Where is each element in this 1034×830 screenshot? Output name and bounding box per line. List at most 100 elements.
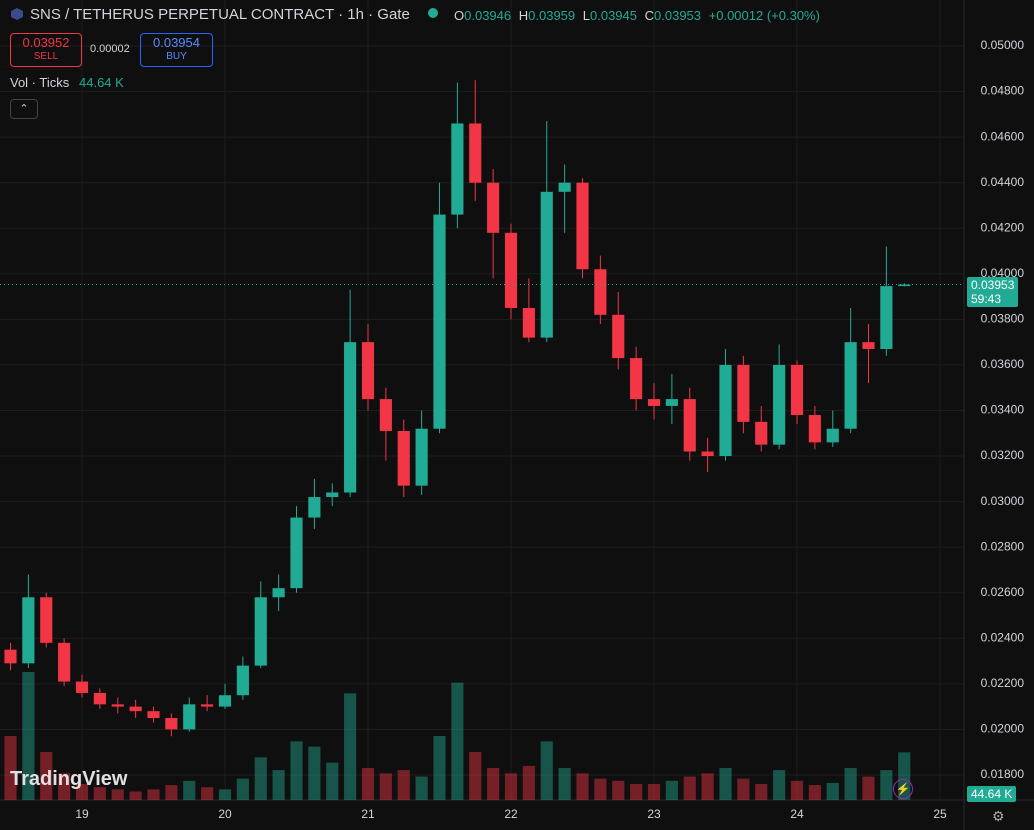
- candle-body: [612, 314, 625, 359]
- volume-bar: [522, 765, 535, 800]
- candle-body: [111, 704, 124, 707]
- candle-body: [344, 342, 357, 493]
- ohlc-key: L: [582, 8, 590, 23]
- volume-bar: [236, 778, 249, 800]
- symbol-logo: [10, 6, 24, 23]
- volume-bar: [451, 682, 464, 800]
- status-dot: [428, 8, 438, 18]
- volume-bar: [504, 773, 518, 800]
- ohlc-value: 0.03946: [464, 8, 512, 23]
- y-tick-label: 0.03400: [981, 403, 1025, 417]
- candle-body: [4, 649, 17, 664]
- candle-body: [647, 399, 661, 406]
- x-tick-label: 22: [504, 807, 518, 821]
- candle-body: [808, 415, 821, 443]
- candle-body: [469, 123, 482, 183]
- candle-body: [522, 307, 535, 338]
- y-tick-label: 0.05000: [981, 38, 1025, 52]
- y-tick-label: 0.02200: [981, 676, 1025, 690]
- volume-legend-value: 44.64 K: [79, 75, 124, 90]
- collapse-button[interactable]: ⌃: [10, 99, 38, 119]
- candle-body: [737, 364, 750, 422]
- volume-bar: [665, 780, 678, 800]
- volume-bar: [630, 784, 643, 800]
- symbol-title[interactable]: SNS / TETHERUS PERPETUAL CONTRACT · 1h ·…: [30, 6, 410, 23]
- volume-bar: [844, 768, 857, 800]
- candle-body: [272, 588, 285, 598]
- countdown: 59:43: [971, 291, 1002, 306]
- flash-icon[interactable]: ⚡: [893, 779, 913, 799]
- volume-bar: [218, 789, 232, 800]
- volume-bar: [683, 776, 696, 800]
- volume-bar: [790, 780, 804, 800]
- price-tag-value: 0.03953: [971, 277, 1015, 292]
- volume-bar: [880, 770, 893, 800]
- candle-body: [290, 517, 303, 589]
- volume-bar: [111, 789, 124, 800]
- candle-body: [880, 286, 893, 349]
- buy-label: BUY: [166, 51, 187, 62]
- volume-bar: [58, 773, 71, 800]
- volume-bar: [612, 780, 625, 800]
- volume-legend-title: Vol · Ticks: [10, 75, 70, 90]
- volume-bar: [826, 782, 839, 800]
- volume-bar: [415, 776, 428, 800]
- volume-bar: [719, 768, 732, 800]
- candle-body: [147, 711, 160, 719]
- ohlc-value: 0.03959: [528, 8, 576, 23]
- volume-bar: [808, 785, 821, 800]
- candle-body: [594, 269, 607, 315]
- sell-button[interactable]: 0.03952 SELL: [10, 33, 82, 67]
- price-tag: 0.03953 59:43: [967, 276, 1019, 307]
- candle-body: [826, 428, 839, 443]
- y-tick-label: 0.04200: [981, 220, 1025, 234]
- volume-bar: [361, 768, 375, 800]
- y-tick-label: 0.03200: [981, 448, 1025, 462]
- buy-button[interactable]: 0.03954 BUY: [140, 33, 213, 67]
- candle-body: [433, 214, 446, 429]
- x-tick-label: 24: [790, 807, 804, 821]
- volume-bar: [308, 746, 321, 800]
- volume-bar: [326, 762, 339, 800]
- candle-body: [326, 492, 339, 498]
- volume-tag: 44.64 K: [967, 786, 1017, 802]
- candle-body: [898, 284, 911, 287]
- candle-body: [58, 642, 71, 682]
- volume-bar: [4, 736, 17, 800]
- y-tick-label: 0.04000: [981, 266, 1025, 280]
- y-tick-label: 0.03000: [981, 494, 1025, 508]
- volume-bar: [290, 741, 303, 800]
- y-tick-label: 0.01800: [981, 767, 1025, 781]
- candle-body: [129, 706, 142, 712]
- candle-body: [415, 428, 428, 486]
- volume-bar: [540, 741, 553, 800]
- axis-panel: [964, 0, 1034, 830]
- volume-bar: [254, 757, 267, 800]
- ohlc-legend: O0.03946 H0.03959 L0.03945 C0.03953 +0.0…: [450, 8, 820, 23]
- volume-bar: [737, 778, 750, 800]
- volume-bar: [773, 770, 786, 800]
- buy-price: 0.03954: [153, 35, 200, 50]
- candle-body: [773, 364, 786, 445]
- ohlc-value: 0.03953: [654, 8, 702, 23]
- x-tick-label: 21: [361, 807, 375, 821]
- volume-bar: [594, 778, 607, 800]
- candle-body: [165, 718, 178, 730]
- volume-bar: [40, 752, 53, 800]
- volume-bar: [344, 693, 357, 800]
- candle-body: [93, 692, 106, 705]
- settings-icon[interactable]: ⚙: [992, 808, 1005, 824]
- candle-body: [790, 364, 804, 416]
- y-tick-label: 0.02600: [981, 585, 1025, 599]
- x-tick-label: 25: [933, 807, 947, 821]
- x-tick-label: 23: [647, 807, 661, 821]
- volume-bar: [201, 787, 214, 800]
- y-tick-label: 0.03800: [981, 312, 1025, 326]
- volume-bar: [397, 770, 410, 800]
- candle-body: [254, 597, 267, 666]
- spread: 0.00002: [90, 43, 130, 55]
- volume-bar: [576, 773, 589, 800]
- candle-body: [701, 451, 714, 457]
- x-tick-label: 20: [218, 807, 232, 821]
